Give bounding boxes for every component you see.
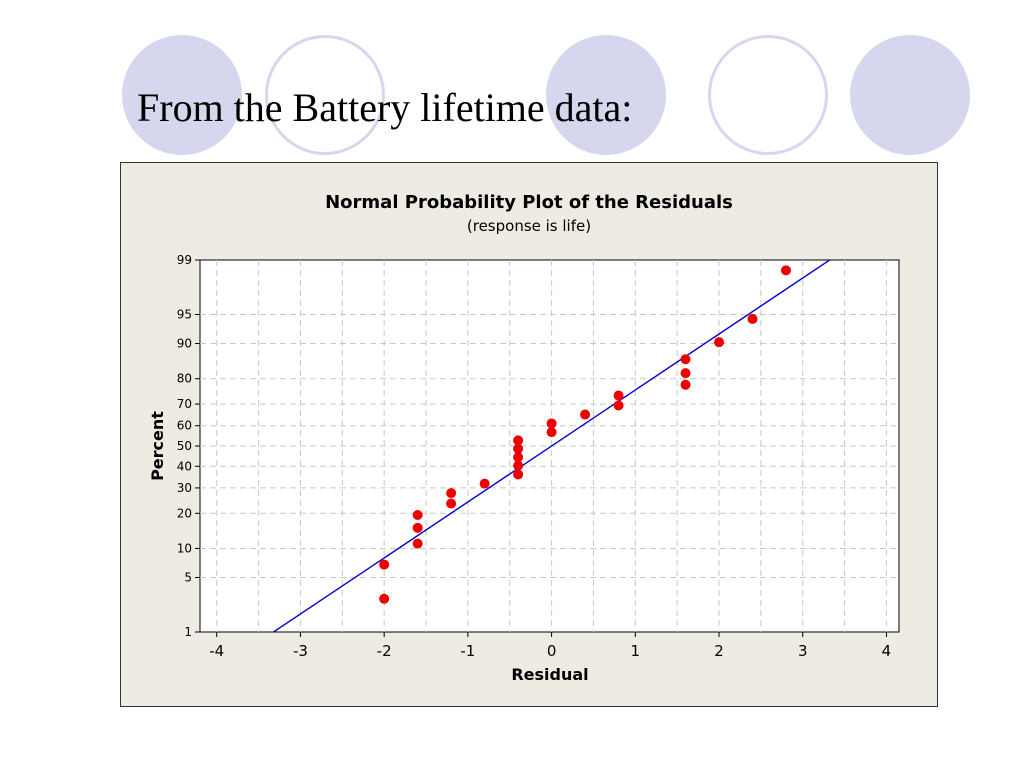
y-tick-label: 20 <box>177 506 192 520</box>
x-tick-label: 2 <box>714 642 724 660</box>
axis-ticks: -4 -3 -2 -1 0 1 2 3 4 1 5 10 20 30 40 50 60 70 80 90 95 99 <box>177 253 891 660</box>
x-tick-label: 4 <box>882 642 892 660</box>
data-point <box>513 443 524 454</box>
data-point <box>680 354 691 365</box>
data-point <box>680 379 691 390</box>
x-tick-label: 0 <box>547 642 557 660</box>
decor-circle-2 <box>265 35 385 155</box>
y-tick-label: 60 <box>177 419 192 433</box>
x-tick-label: -1 <box>460 642 475 660</box>
y-tick-label: 80 <box>177 372 192 386</box>
data-point <box>613 400 624 411</box>
decor-circle-4 <box>708 35 828 155</box>
y-axis-label: Percent <box>148 411 167 481</box>
y-tick-label: 5 <box>184 571 192 585</box>
fit-line-layer <box>272 260 831 632</box>
decor-circle-3 <box>546 35 666 155</box>
y-tick-label: 10 <box>177 541 192 555</box>
data-point <box>412 510 423 521</box>
chart-title: Normal Probability Plot of the Residuals <box>325 192 733 213</box>
y-tick-label: 99 <box>177 253 192 267</box>
x-axis-label: Residual <box>511 665 588 684</box>
x-tick-label: 1 <box>631 642 641 660</box>
data-points <box>379 265 791 604</box>
slide-title: From the Battery lifetime data: <box>137 85 633 130</box>
y-tick-label: 1 <box>184 625 192 639</box>
y-tick-label: 50 <box>177 439 192 453</box>
decor-circle-5 <box>850 35 970 155</box>
data-point <box>714 337 725 348</box>
y-tick-label: 70 <box>177 397 192 411</box>
y-tick-label: 30 <box>177 481 192 495</box>
normal-probability-plot: Normal Probability Plot of the Residuals… <box>148 192 900 684</box>
decor-circle-1 <box>122 35 242 155</box>
data-point <box>680 368 691 379</box>
data-point <box>546 418 557 429</box>
data-point <box>446 488 457 499</box>
data-point <box>513 435 524 446</box>
y-tick-label: 40 <box>177 459 192 473</box>
data-point <box>580 409 591 420</box>
y-tick-label: 90 <box>177 337 192 351</box>
x-tick-label: 3 <box>798 642 808 660</box>
chart-frame: Normal Probability Plot of the Residuals… <box>120 162 938 707</box>
grid <box>200 260 899 632</box>
data-point <box>379 559 390 570</box>
fit-line <box>272 260 831 632</box>
y-tick-label: 95 <box>177 307 192 321</box>
x-tick-label: -3 <box>293 642 308 660</box>
data-point <box>613 390 624 401</box>
data-point <box>446 498 457 509</box>
data-point <box>379 593 390 604</box>
data-point <box>747 313 758 324</box>
x-tick-label: -2 <box>377 642 392 660</box>
data-point <box>412 522 423 533</box>
data-point <box>513 460 524 471</box>
data-point <box>546 427 557 438</box>
x-tick-label: -4 <box>209 642 224 660</box>
data-point <box>513 469 524 480</box>
data-point <box>513 452 524 463</box>
data-point <box>412 538 423 549</box>
chart-subtitle: (response is life) <box>467 217 591 235</box>
data-point <box>780 265 791 276</box>
data-point <box>479 478 490 489</box>
